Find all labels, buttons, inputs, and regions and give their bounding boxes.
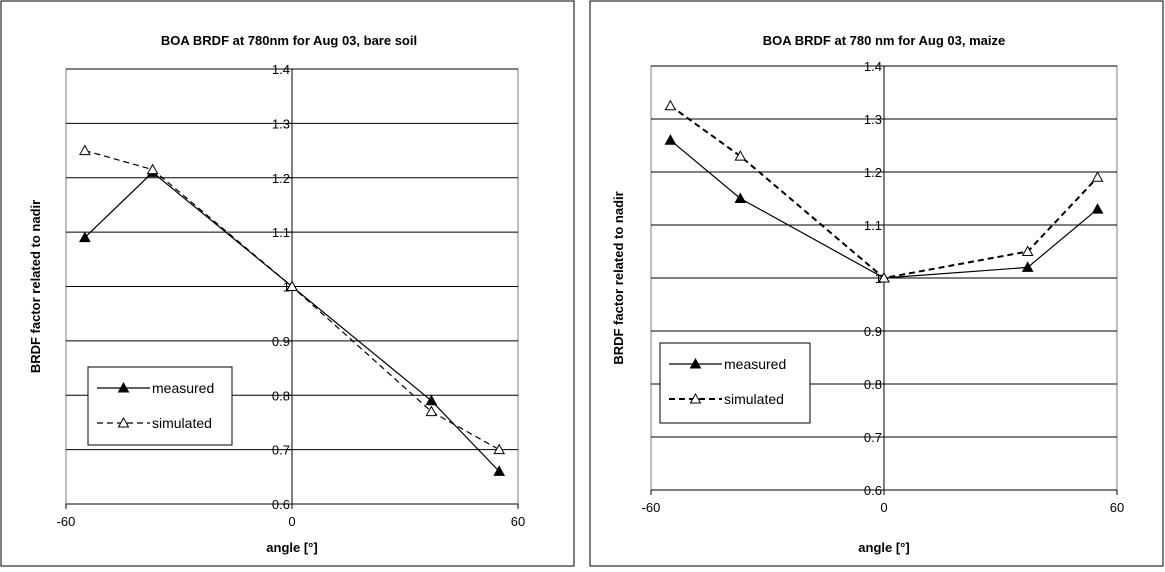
- data-point-measured: [493, 465, 506, 476]
- legend-marker-simulated: [689, 392, 702, 404]
- x-tick-label: -60: [57, 514, 76, 529]
- legend-marker-measured: [117, 381, 130, 393]
- y-tick-label: 1.1: [864, 218, 882, 233]
- y-tick-label: 0.8: [864, 377, 882, 392]
- chart-title: BOA BRDF at 780 nm for Aug 03, maize: [763, 33, 1005, 48]
- y-tick-label: 0.7: [272, 443, 290, 458]
- data-point-measured: [734, 192, 747, 203]
- legend-label-simulated: simulated: [724, 391, 784, 407]
- y-tick-label: 1: [875, 271, 882, 286]
- data-point-measured: [1021, 261, 1034, 272]
- y-tick-label: 0.8: [272, 388, 290, 403]
- data-point-simulated: [1021, 245, 1034, 256]
- x-axis-title: angle [°]: [858, 540, 909, 555]
- x-tick-label: 60: [511, 514, 525, 529]
- data-point-simulated: [425, 405, 438, 417]
- data-point-simulated: [78, 144, 91, 156]
- data-point-simulated: [286, 280, 298, 291]
- y-axis-title: BRDF factor related to nadir: [611, 191, 626, 364]
- data-point-measured: [1091, 203, 1104, 214]
- data-point-simulated: [664, 99, 677, 111]
- x-axis-title: angle [°]: [266, 540, 317, 555]
- chart-bare-soil: 0.6 0.7 0.8 0.9 1 1.1 1.2 1.3 1.4 -60 0 60 BOA BRDF …: [0, 0, 575, 567]
- data-point-simulated: [734, 150, 747, 161]
- legend-box: [87, 366, 233, 446]
- data-point-measured: [78, 231, 91, 243]
- x-tick-label: 0: [880, 500, 887, 515]
- legend-label-measured: measured: [724, 356, 786, 372]
- legend: measured simulated: [87, 366, 233, 446]
- y-tick-label: 1.1: [272, 225, 290, 240]
- x-tick-label: -60: [642, 500, 661, 515]
- legend: measured simulated: [659, 342, 811, 424]
- legend-label-simulated: simulated: [152, 415, 212, 431]
- legend-box: [659, 342, 811, 424]
- chart-panel-bare-soil: 0.6 0.7 0.8 0.9 1 1.1 1.2 1.3 1.4 -60 0 60 BOA BRDF …: [0, 0, 576, 567]
- legend-marker-measured: [689, 357, 702, 369]
- y-tick-label: 1.3: [864, 112, 882, 127]
- chart-frame: [589, 0, 1164, 567]
- data-point-simulated: [878, 271, 890, 283]
- y-tick-label: 0.9: [272, 334, 290, 349]
- y-tick-label: 1.2: [272, 171, 290, 186]
- data-point-simulated: [493, 443, 506, 455]
- legend-label-measured: measured: [152, 380, 214, 396]
- y-axis-title: BRDF factor related to nadir: [28, 200, 43, 373]
- y-tick-label: 1.3: [272, 116, 290, 131]
- y-tick-label: 1.4: [272, 62, 290, 77]
- chart-panel-maize: 0.6 0.7 0.8 0.9 1 1.1 1.2 1.3 1.4 -60 0 60 BOA BRDF …: [589, 0, 1165, 567]
- data-point-measured: [425, 394, 438, 406]
- chart-title: BOA BRDF at 780nm for Aug 03, bare soil: [161, 33, 417, 48]
- y-tick-label: 0.9: [864, 324, 882, 339]
- x-tick-label: 60: [1110, 500, 1124, 515]
- y-tick-label: 1.2: [864, 165, 882, 180]
- data-point-simulated: [1091, 171, 1104, 182]
- y-tick-label: 0.6: [272, 497, 290, 512]
- data-point-measured: [664, 134, 677, 145]
- x-tick-label: 0: [288, 514, 295, 529]
- y-tick-label: 0.6: [864, 483, 882, 498]
- y-tick-label: 0.7: [864, 430, 882, 445]
- y-tick-label: 1.4: [864, 59, 882, 74]
- data-point-simulated: [146, 163, 159, 175]
- y-tick-label: 1: [283, 280, 290, 295]
- chart-maize: 0.6 0.7 0.8 0.9 1 1.1 1.2 1.3 1.4 -60 0 60 BOA BRDF …: [589, 0, 1164, 567]
- legend-marker-simulated: [117, 416, 130, 428]
